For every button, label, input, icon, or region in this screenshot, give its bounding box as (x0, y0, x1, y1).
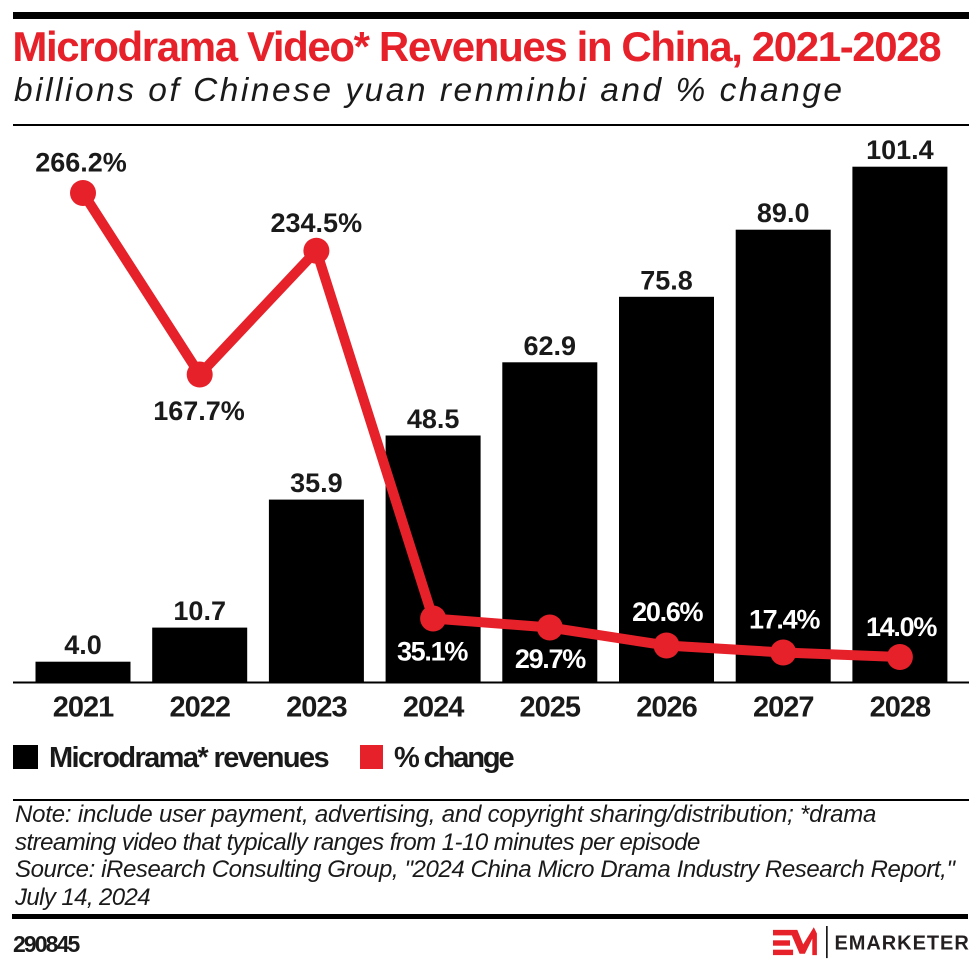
svg-text:EMARKETER: EMARKETER (835, 932, 970, 954)
svg-text:20.6%: 20.6% (632, 597, 703, 627)
svg-text:2022: 2022 (169, 692, 230, 724)
svg-text:101.4: 101.4 (866, 135, 934, 165)
svg-text:29.7%: 29.7% (515, 644, 586, 674)
svg-text:89.0: 89.0 (757, 198, 810, 228)
svg-text:266.2%: 266.2% (35, 147, 127, 177)
svg-text:48.5: 48.5 (407, 404, 460, 434)
svg-text:10.7: 10.7 (173, 596, 226, 626)
svg-text:17.4%: 17.4% (749, 605, 820, 635)
svg-text:2024: 2024 (403, 692, 464, 724)
svg-text:4.0: 4.0 (64, 630, 102, 660)
svg-text:35.1%: 35.1% (397, 637, 468, 667)
svg-text:167.7%: 167.7% (153, 396, 245, 426)
svg-text:2025: 2025 (520, 692, 581, 724)
svg-text:35.9: 35.9 (290, 468, 343, 498)
svg-text:62.9: 62.9 (524, 331, 577, 361)
svg-text:2026: 2026 (636, 692, 697, 724)
svg-text:2021: 2021 (53, 692, 114, 724)
svg-text:75.8: 75.8 (640, 265, 693, 295)
svg-text:234.5%: 234.5% (271, 208, 363, 238)
svg-text:2028: 2028 (870, 692, 931, 724)
svg-text:2023: 2023 (286, 692, 347, 724)
svg-text:2027: 2027 (753, 692, 814, 724)
svg-text:14.0%: 14.0% (866, 612, 937, 642)
